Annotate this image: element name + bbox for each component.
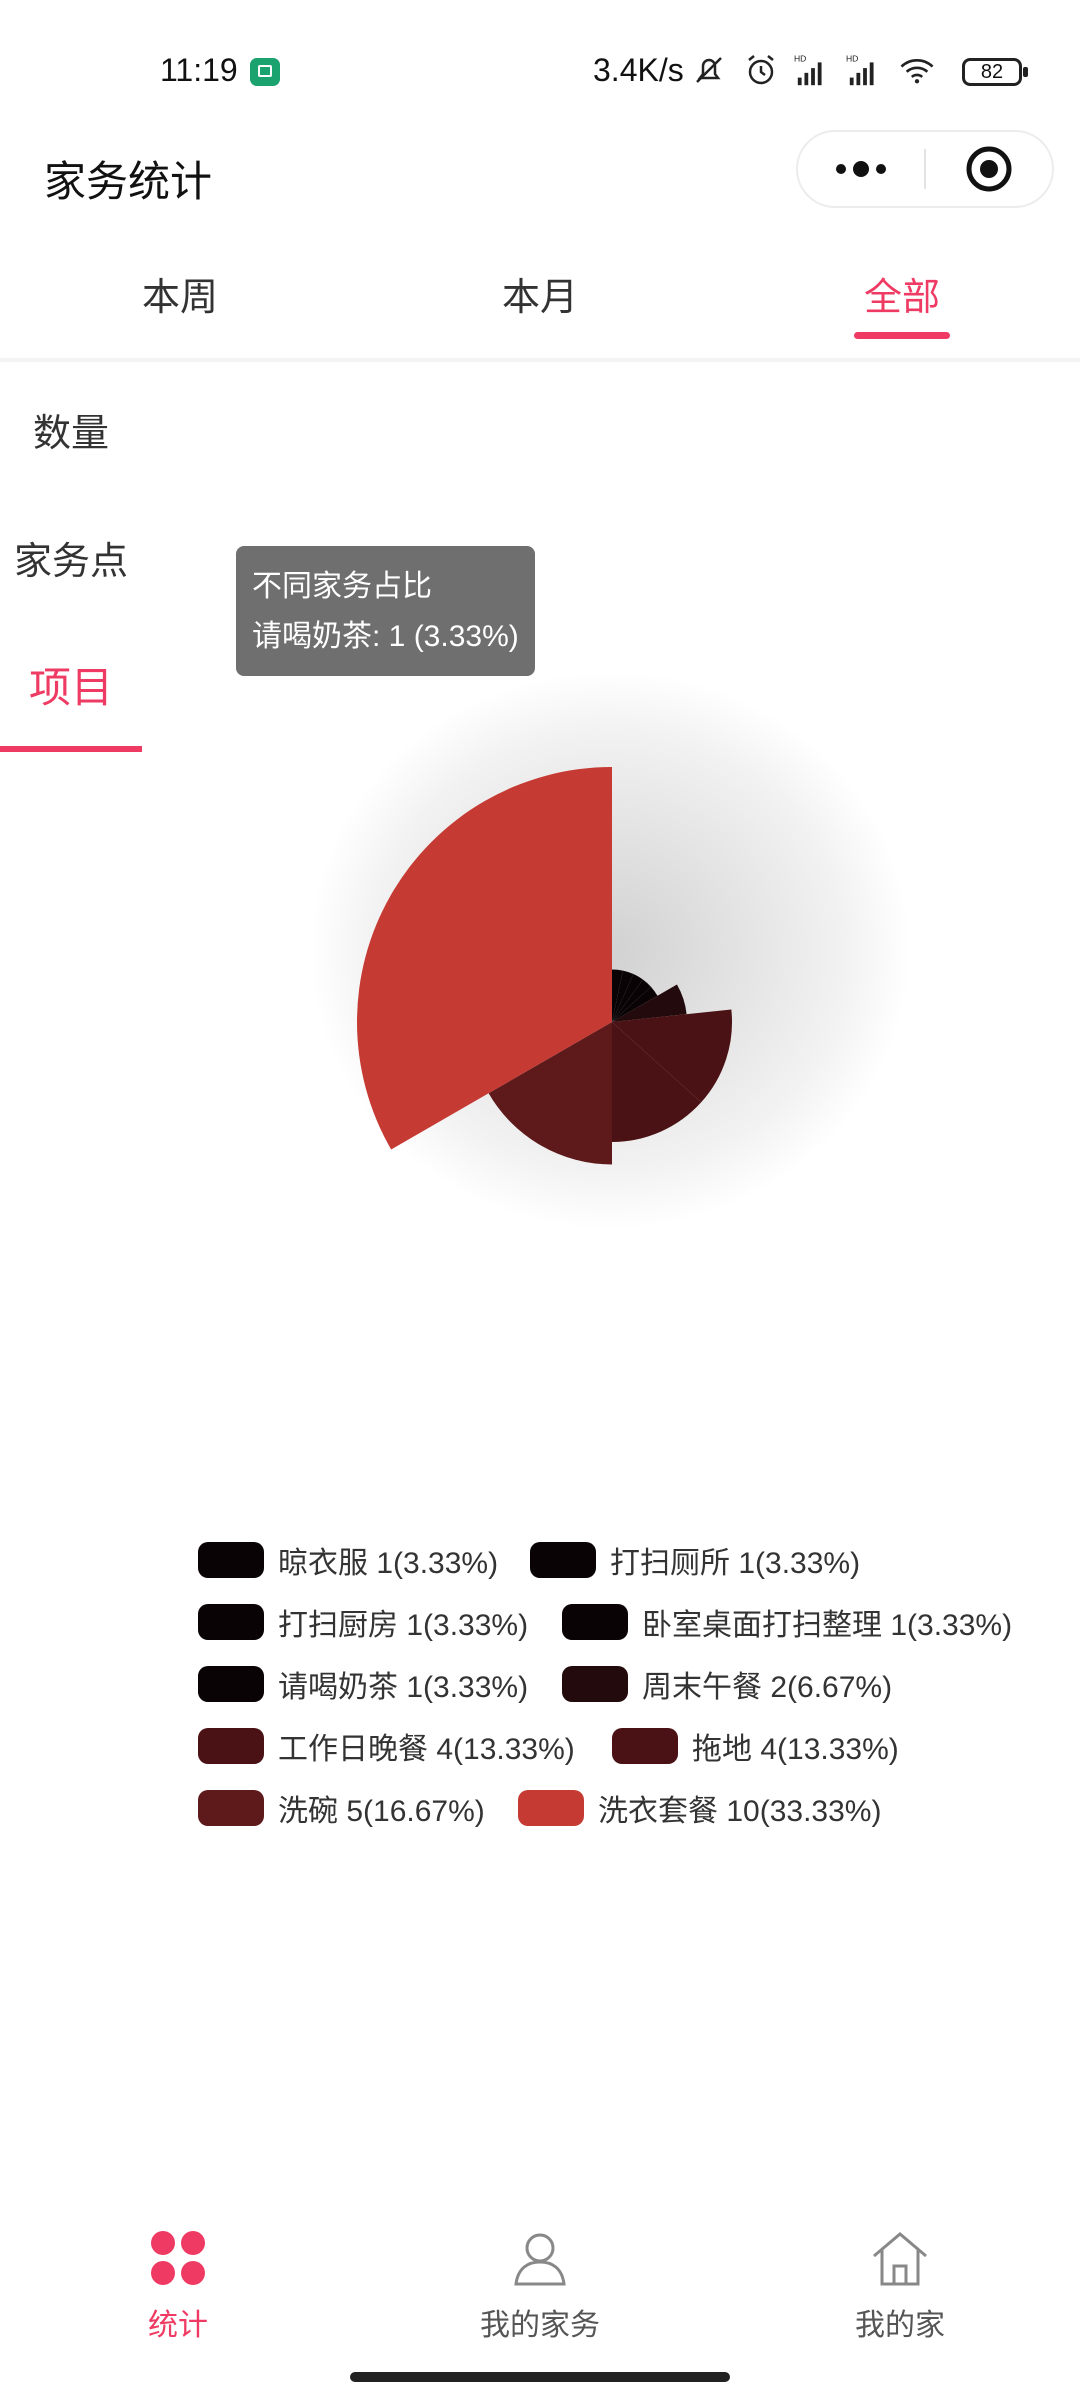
legend-swatch [198,1728,264,1764]
nav-label: 我的家 [855,2309,945,2342]
nav-item-my-chores[interactable]: 我的家务 [440,2228,640,2344]
title-bar: 家务统计 [0,130,1080,240]
tooltip-title: 不同家务占比 [252,570,432,603]
legend-swatch [562,1666,628,1702]
tab-all[interactable]: 全部 [863,277,940,319]
signal-hd-icon: HD [846,53,874,86]
legend-label: 打扫厕所 1(3.33%) [610,1547,861,1580]
nav-item-my-home[interactable]: 我的家 [800,2228,1000,2344]
legend-swatch [612,1728,678,1764]
legend-item[interactable]: 晾衣服 1(3.33%) [198,1535,498,1585]
period-tabs: 本周 本月 全部 [0,240,1080,362]
side-active-underline [0,746,142,752]
wifi-icon [900,59,934,84]
status-bar: 11:19 3.4K/s HD HD 82 [0,0,1080,150]
tab-week[interactable]: 本周 [141,277,218,319]
legend-label: 拖地 4(13.33%) [692,1733,899,1766]
legend-item[interactable]: 卧室桌面打扫整理 1(3.33%) [562,1597,1012,1647]
legend-swatch [198,1604,264,1640]
user-icon [510,2228,570,2288]
capsule-divider [924,149,926,189]
pie-slice[interactable] [612,979,652,1022]
nav-label: 统计 [148,2309,208,2342]
pie-slice[interactable] [612,969,623,1023]
grid-icon [148,2228,208,2288]
side-item-count[interactable]: 数量 [32,413,109,455]
pie-slice[interactable] [612,970,634,1022]
legend-swatch [518,1790,584,1826]
nav-item-stats[interactable]: 统计 [78,2228,278,2344]
legend-label: 晾衣服 1(3.33%) [278,1547,499,1580]
app-icon [250,58,280,86]
svg-text:HD: HD [794,53,806,63]
legend-swatch [198,1542,264,1578]
more-dots-icon [836,161,886,177]
pie-slice[interactable] [357,767,612,1150]
legend-item[interactable]: 周末午餐 2(6.67%) [562,1659,892,1709]
pie-slice[interactable] [612,1022,702,1142]
legend-swatch [562,1604,628,1640]
pie-slice[interactable] [612,974,643,1022]
legend-item[interactable]: 打扫厨房 1(3.33%) [198,1597,528,1647]
legend-item[interactable]: 工作日晚餐 4(13.33%) [198,1721,575,1771]
legend-item[interactable]: 洗碗 5(16.67%) [198,1783,485,1833]
legend-item[interactable]: 洗衣套餐 10(33.33%) [518,1783,881,1833]
more-button[interactable] [798,132,924,206]
battery-icon: 82 [962,58,1028,86]
status-time: 11:19 [160,52,238,88]
home-icon [870,2228,930,2288]
legend-label: 卧室桌面打扫整理 1(3.33%) [642,1609,1013,1642]
pie-slice[interactable] [488,1022,612,1165]
signal-hd-icon: HD [794,53,822,86]
capsule-menu [796,130,1054,208]
pie-slice[interactable] [612,984,687,1023]
legend-item[interactable]: 拖地 4(13.33%) [612,1721,899,1771]
legend-label: 周末午餐 2(6.67%) [642,1671,893,1704]
legend-swatch [530,1542,596,1578]
home-indicator [350,2372,730,2382]
alarm-icon [748,55,774,85]
legend-label: 洗碗 5(16.67%) [278,1795,485,1828]
tab-active-underline [854,332,950,339]
status-icons: HD HD [690,50,936,90]
legend-item[interactable]: 请喝奶茶 1(3.33%) [198,1659,528,1709]
legend-label: 打扫厨房 1(3.33%) [278,1609,529,1642]
chart-tooltip: 不同家务占比 请喝奶茶: 1 (3.33%) [236,546,535,676]
side-item-points[interactable]: 家务点 [13,541,128,583]
svg-text:HD: HD [846,53,858,63]
mute-bell-icon [696,57,722,83]
target-close-icon [966,146,1012,192]
legend-label: 洗衣套餐 10(33.33%) [598,1795,882,1828]
legend-label: 请喝奶茶 1(3.33%) [278,1671,529,1704]
legend-swatch [198,1666,264,1702]
tooltip-value: 请喝奶茶: 1 (3.33%) [252,620,519,653]
page-title: 家务统计 [44,158,213,205]
tab-month[interactable]: 本月 [501,277,578,319]
pie-slice[interactable] [612,1009,732,1103]
rose-pie-chart[interactable] [0,0,1080,1500]
legend-label: 工作日晚餐 4(13.33%) [278,1733,575,1766]
legend-swatch [198,1790,264,1826]
side-item-project[interactable]: 项目 [28,664,113,711]
legend-item[interactable]: 打扫厕所 1(3.33%) [530,1535,860,1585]
close-button[interactable] [926,132,1052,206]
bottom-nav: 统计 我的家务 我的家 [0,2210,1080,2400]
pie-slice[interactable] [612,986,658,1022]
nav-label: 我的家务 [480,2309,600,2342]
net-speed: 3.4K/s [593,52,684,88]
